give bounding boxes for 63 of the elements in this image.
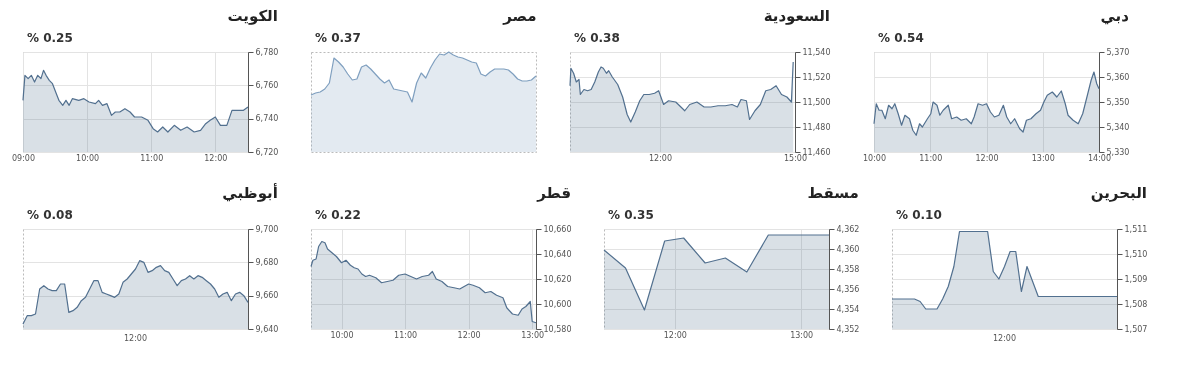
chart-title: مصر: [502, 7, 537, 25]
x-tick-label: 11:00: [140, 153, 164, 163]
y-tick-label: 6,740: [255, 114, 279, 124]
y-tick-label: 10,600: [543, 299, 572, 309]
chart-title: البحرين: [1090, 184, 1147, 202]
y-tick-label: 11,500: [802, 97, 831, 107]
x-tick-label: 09:00: [11, 153, 36, 163]
x-tick-label: 13:00: [790, 330, 814, 340]
text: % 0.54: [878, 31, 924, 45]
y-tick-label: 1,511: [1124, 224, 1148, 234]
text: % 0.37: [315, 31, 361, 45]
y-tick-label: 1,509: [1124, 274, 1148, 284]
text: % 0.38: [574, 31, 620, 45]
y-tick-label: 9,680: [255, 257, 279, 267]
x-tick-label: 11:00: [394, 330, 418, 340]
chart-title: دبي: [1100, 7, 1130, 25]
y-tick-label: 11,540: [802, 47, 831, 57]
x-tick-label: 13:00: [1031, 153, 1055, 163]
y-tick-label: 4,352: [836, 324, 860, 334]
x-tick-label: 12:00: [975, 153, 999, 163]
text: % 0.22: [315, 208, 361, 222]
text: % 0.08: [27, 208, 73, 222]
y-tick-label: 6,760: [255, 80, 279, 90]
y-tick-label: 4,356: [836, 284, 860, 294]
y-tick-label: 5,360: [1106, 72, 1130, 82]
y-tick-label: 6,780: [255, 47, 279, 57]
y-tick-label: 10,620: [543, 274, 572, 284]
x-tick-label: 10:00: [862, 153, 887, 163]
y-tick-label: 9,700: [255, 224, 279, 234]
text: % 0.35: [608, 208, 654, 222]
x-tick-label: 12:00: [648, 153, 673, 163]
y-tick-label: 10,640: [543, 249, 572, 259]
y-tick-label: 5,340: [1106, 122, 1130, 132]
y-tick-label: 11,480: [802, 122, 831, 132]
x-tick-label: 12:00: [457, 330, 481, 340]
y-tick-label: 4,354: [836, 304, 860, 314]
x-tick-label: 12:00: [663, 330, 687, 340]
text: % 0.10: [896, 208, 942, 222]
chart-title: الكويت: [227, 7, 278, 25]
x-tick-label: 12:00: [204, 153, 228, 163]
y-tick-label: 10,580: [543, 324, 572, 334]
y-tick-label: 1,510: [1124, 249, 1148, 259]
y-tick-label: 5,350: [1106, 97, 1130, 107]
x-tick-label: 10:00: [76, 153, 100, 163]
y-tick-label: 6,720: [255, 147, 279, 157]
chart-title: أبوظبي: [222, 183, 278, 202]
y-tick-label: 4,360: [836, 244, 860, 254]
y-tick-label: 4,362: [836, 224, 860, 234]
y-tick-label: 5,370: [1106, 47, 1130, 57]
y-tick-label: 9,640: [255, 324, 279, 334]
y-tick-label: 1,508: [1124, 299, 1148, 309]
y-tick-label: 1,507: [1124, 324, 1148, 334]
y-tick-label: 11,520: [802, 72, 831, 82]
chart-title: قطر: [536, 184, 571, 202]
text: % 0.25: [27, 31, 73, 45]
x-tick-label: 11:00: [919, 153, 943, 163]
y-tick-label: 4,358: [836, 264, 860, 274]
y-tick-label: 10,660: [543, 224, 572, 234]
y-tick-label: 9,660: [255, 291, 279, 301]
x-tick-label: 10:00: [330, 330, 354, 340]
x-tick-label: 13:00: [521, 330, 545, 340]
chart-title: السعودية: [763, 7, 830, 25]
chart-title: مسقط: [807, 184, 859, 202]
